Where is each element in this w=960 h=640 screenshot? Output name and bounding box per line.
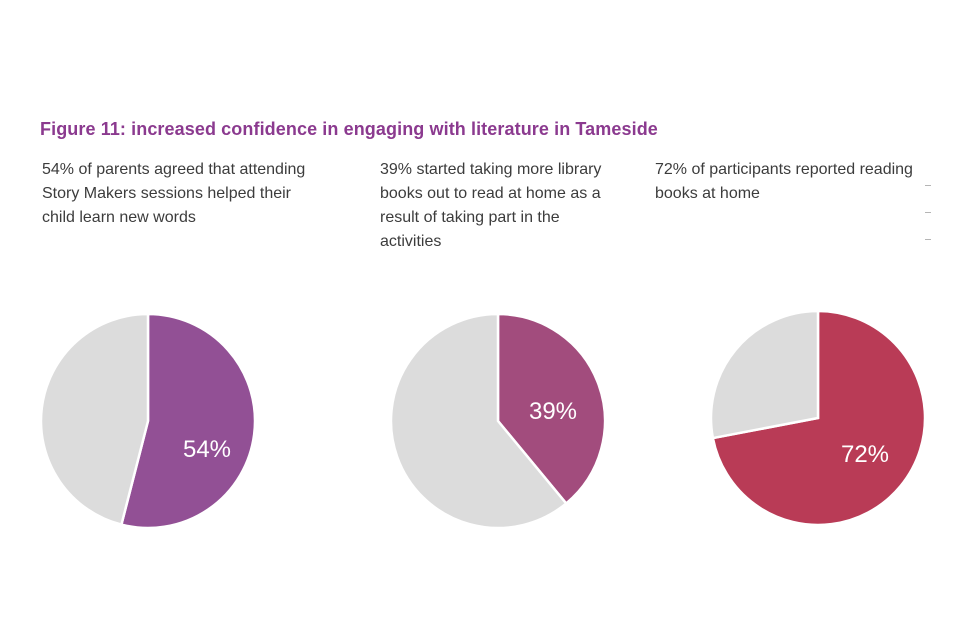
pie-chart-2: 39% <box>389 312 607 530</box>
pie-3-slice-other <box>709 309 820 440</box>
caption-chart-2: 39% started taking more library books ou… <box>380 161 602 250</box>
figure-title: Figure 11: increased confidence in engag… <box>40 119 658 139</box>
pie-2-slice-other <box>389 312 568 530</box>
pie-chart-1: 54% <box>39 312 257 530</box>
caption-chart-3: 72% of participants reported reading boo… <box>655 161 913 202</box>
decorative-dash <box>925 239 931 240</box>
pie-1-slice-agreed <box>119 312 257 530</box>
pie-1-slice-other <box>39 312 150 527</box>
pie-chart-3: 72% <box>709 309 927 527</box>
decorative-dash <box>925 185 931 186</box>
pie-2-data-label: 39% <box>529 398 577 425</box>
caption-chart-1: 54% of parents agreed that attending Sto… <box>42 161 306 226</box>
pie-1-data-label: 54% <box>183 436 231 463</box>
decorative-dash <box>925 212 931 213</box>
pie-3-data-label: 72% <box>841 441 889 468</box>
pie-2-slice-more-books <box>496 312 607 506</box>
